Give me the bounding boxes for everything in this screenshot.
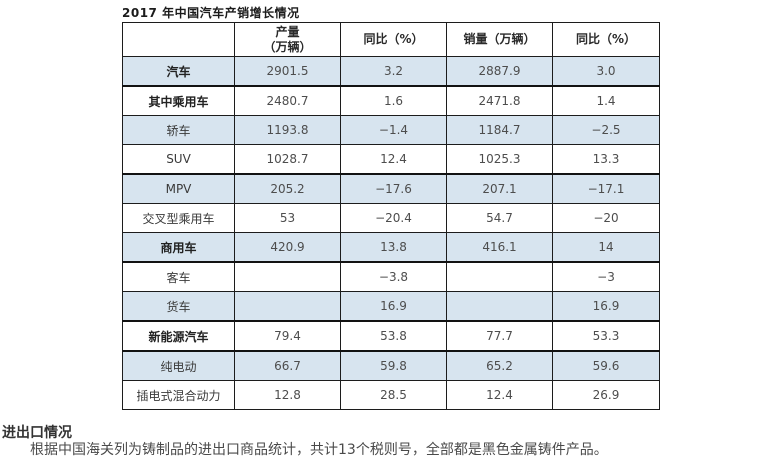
row-label: 新能源汽车 xyxy=(122,320,235,352)
cell-value: 59.8 xyxy=(340,350,447,381)
row-label: 其中乘用车 xyxy=(122,85,235,116)
cell-value: 13.3 xyxy=(552,144,660,175)
row-label: MPV xyxy=(122,173,235,204)
row-label: 轿车 xyxy=(122,115,235,145)
table-row: 插电式混合动力 12.8 28.5 12.4 26.9 xyxy=(122,380,660,410)
cell-value: 1028.7 xyxy=(234,144,341,175)
row-label: 货车 xyxy=(122,291,235,322)
table-row: 货车 16.9 16.9 xyxy=(122,291,660,322)
cell-value: 207.1 xyxy=(446,173,553,204)
cell-value: 1193.8 xyxy=(234,115,341,145)
cell-value: 59.6 xyxy=(552,350,660,381)
cell-value: 2480.7 xyxy=(234,85,341,116)
cell-value: 53.8 xyxy=(340,320,447,352)
header-row: 产量 （万辆） 同比（%） 销量（万辆） 同比（%） xyxy=(122,22,660,57)
table-row: 客车 −3.8 −3 xyxy=(122,261,660,292)
table-row: SUV 1028.7 12.4 1025.3 13.3 xyxy=(122,144,660,175)
table-row: 轿车 1193.8 −1.4 1184.7 −2.5 xyxy=(122,115,660,145)
cell-value: 79.4 xyxy=(234,320,341,352)
header-cell-sales: 销量（万辆） xyxy=(446,22,553,57)
cell-value: 53 xyxy=(234,203,341,233)
cell-value: 1.6 xyxy=(340,85,447,116)
table-body: 汽车 2901.5 3.2 2887.9 3.0 其中乘用车 2480.7 1.6 2471.8… xyxy=(122,56,660,410)
cell-value: 16.9 xyxy=(340,291,447,322)
table-row: 其中乘用车 2480.7 1.6 2471.8 1.4 xyxy=(122,85,660,116)
cell-value: 12.8 xyxy=(234,380,341,410)
cell-value: 65.2 xyxy=(446,350,553,381)
auto-production-sales-table: 产量 （万辆） 同比（%） 销量（万辆） 同比（%） 汽车 2901.5 3.2 28… xyxy=(122,22,660,410)
header-cell-production: 产量 （万辆） xyxy=(234,22,341,57)
import-export-paragraph: 根据中国海关列为铸制品的进出口商品统计，共计13个税则号，全部都是黑色金属铸件产… xyxy=(30,442,608,458)
row-label: 汽车 xyxy=(122,56,235,87)
row-label: 插电式混合动力 xyxy=(122,380,235,410)
table-header: 产量 （万辆） 同比（%） 销量（万辆） 同比（%） xyxy=(122,22,660,57)
cell-value: 16.9 xyxy=(552,291,660,322)
cell-value: −1.4 xyxy=(340,115,447,145)
cell-value: 12.4 xyxy=(446,380,553,410)
row-label: 商用车 xyxy=(122,232,235,263)
cell-value: −20.4 xyxy=(340,203,447,233)
header-cell-yoy-sales: 同比（%） xyxy=(552,22,660,57)
cell-value: 77.7 xyxy=(446,320,553,352)
cell-value: 2887.9 xyxy=(446,56,553,87)
table-title: 2017 年中国汽车产销增长情况 xyxy=(122,6,300,20)
cell-value: 28.5 xyxy=(340,380,447,410)
header-cell-blank xyxy=(122,22,235,57)
cell-value: −17.1 xyxy=(552,173,660,204)
cell-value: −20 xyxy=(552,203,660,233)
cell-value: 13.8 xyxy=(340,232,447,263)
table-row: 商用车 420.9 13.8 416.1 14 xyxy=(122,232,660,263)
import-export-section-heading: 进出口情况 xyxy=(2,425,72,441)
cell-value: 2471.8 xyxy=(446,85,553,116)
cell-value: 1184.7 xyxy=(446,115,553,145)
cell-value xyxy=(234,291,341,322)
cell-value: 2901.5 xyxy=(234,56,341,87)
cell-value: −2.5 xyxy=(552,115,660,145)
cell-value: 1025.3 xyxy=(446,144,553,175)
cell-value: 26.9 xyxy=(552,380,660,410)
cell-value: 12.4 xyxy=(340,144,447,175)
cell-value: 66.7 xyxy=(234,350,341,381)
table-row: 新能源汽车 79.4 53.8 77.7 53.3 xyxy=(122,320,660,352)
table-row: 汽车 2901.5 3.2 2887.9 3.0 xyxy=(122,56,660,87)
table-row: 纯电动 66.7 59.8 65.2 59.6 xyxy=(122,350,660,381)
cell-value xyxy=(446,261,553,292)
header-cell-yoy-prod: 同比（%） xyxy=(340,22,447,57)
row-label: 纯电动 xyxy=(122,350,235,381)
row-label: 客车 xyxy=(122,261,235,292)
cell-value: −3 xyxy=(552,261,660,292)
cell-value: −17.6 xyxy=(340,173,447,204)
cell-value xyxy=(234,261,341,292)
cell-value: 420.9 xyxy=(234,232,341,263)
cell-value: 3.2 xyxy=(340,56,447,87)
cell-value: 14 xyxy=(552,232,660,263)
cell-value xyxy=(446,291,553,322)
row-label: SUV xyxy=(122,144,235,175)
table-row: 交叉型乘用车 53 −20.4 54.7 −20 xyxy=(122,203,660,233)
cell-value: 53.3 xyxy=(552,320,660,352)
cell-value: 416.1 xyxy=(446,232,553,263)
table-row: MPV 205.2 −17.6 207.1 −17.1 xyxy=(122,173,660,204)
cell-value: 1.4 xyxy=(552,85,660,116)
cell-value: −3.8 xyxy=(340,261,447,292)
cell-value: 3.0 xyxy=(552,56,660,87)
row-label: 交叉型乘用车 xyxy=(122,203,235,233)
cell-value: 54.7 xyxy=(446,203,553,233)
cell-value: 205.2 xyxy=(234,173,341,204)
